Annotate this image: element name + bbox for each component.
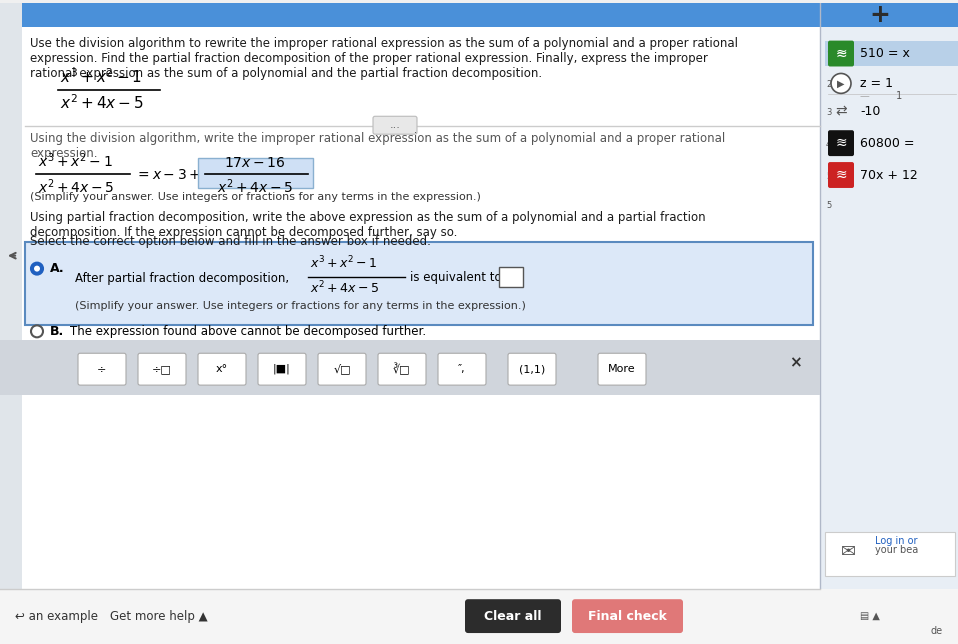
Text: 70x + 12: 70x + 12 (860, 169, 918, 182)
Text: $x^2+4x-5$: $x^2+4x-5$ (217, 177, 293, 196)
FancyBboxPatch shape (465, 599, 561, 633)
Text: —: — (860, 91, 870, 101)
Text: your bea: your bea (875, 545, 919, 555)
Text: $x^3+x^2-1$: $x^3+x^2-1$ (310, 255, 377, 272)
Text: $17x-16$: $17x-16$ (224, 156, 285, 170)
Text: ✉: ✉ (840, 544, 855, 562)
FancyBboxPatch shape (25, 242, 813, 325)
Text: x°: x° (216, 365, 228, 374)
Text: ≋: ≋ (835, 136, 847, 150)
Text: ▶: ▶ (837, 79, 845, 88)
Text: 4: 4 (826, 140, 832, 149)
Text: 2: 2 (826, 80, 832, 90)
Circle shape (31, 325, 43, 337)
Circle shape (831, 73, 851, 93)
Text: |■|: |■| (273, 364, 291, 374)
FancyBboxPatch shape (0, 589, 958, 644)
Text: Using the division algorithm, write the improper rational expression as the sum : Using the division algorithm, write the … (30, 132, 725, 160)
Text: ⇄: ⇄ (835, 104, 847, 118)
Text: Final check: Final check (587, 610, 667, 623)
FancyBboxPatch shape (598, 354, 646, 385)
FancyBboxPatch shape (828, 41, 854, 66)
FancyBboxPatch shape (198, 354, 246, 385)
Text: ×: × (788, 355, 802, 371)
FancyBboxPatch shape (499, 267, 523, 287)
Text: is equivalent to: is equivalent to (410, 271, 502, 284)
Text: The expression found above cannot be decomposed further.: The expression found above cannot be dec… (70, 325, 426, 338)
FancyBboxPatch shape (258, 354, 306, 385)
Text: √□: √□ (333, 364, 351, 375)
Text: (1,1): (1,1) (519, 365, 545, 374)
Text: $x^2+4x-5$: $x^2+4x-5$ (310, 279, 379, 296)
FancyBboxPatch shape (438, 354, 486, 385)
FancyBboxPatch shape (378, 354, 426, 385)
Circle shape (34, 265, 40, 272)
Text: +: + (870, 3, 890, 26)
Circle shape (31, 263, 43, 274)
FancyBboxPatch shape (0, 3, 958, 26)
Text: $= x-3+$: $= x-3+$ (135, 168, 201, 182)
Text: ...: ... (390, 120, 400, 130)
Text: Log in or: Log in or (875, 536, 918, 546)
Text: $x^3+x^2-1$: $x^3+x^2-1$ (38, 151, 113, 170)
Text: (Simplify your answer. Use integers or fractions for any terms in the expression: (Simplify your answer. Use integers or f… (75, 301, 526, 312)
Text: $x^2+4x-5$: $x^2+4x-5$ (60, 93, 144, 112)
Text: ≋: ≋ (835, 46, 847, 61)
Text: ÷□: ÷□ (152, 365, 171, 374)
FancyBboxPatch shape (0, 3, 820, 600)
Text: 3: 3 (826, 108, 832, 117)
Text: Clear all: Clear all (484, 610, 542, 623)
Text: $x^2+4x-5$: $x^2+4x-5$ (38, 177, 114, 196)
Text: After partial fraction decomposition,: After partial fraction decomposition, (75, 272, 289, 285)
FancyBboxPatch shape (572, 599, 683, 633)
Text: 5: 5 (826, 201, 832, 210)
Text: Use the division algorithm to rewrite the improper rational expression as the su: Use the division algorithm to rewrite th… (30, 37, 738, 80)
FancyBboxPatch shape (318, 354, 366, 385)
Text: 60800 =: 60800 = (860, 137, 915, 149)
Text: More: More (608, 365, 636, 374)
Text: ∛□: ∛□ (393, 363, 411, 375)
FancyBboxPatch shape (820, 3, 958, 600)
Text: ≋: ≋ (835, 168, 847, 182)
FancyBboxPatch shape (508, 354, 556, 385)
FancyBboxPatch shape (0, 3, 22, 600)
FancyBboxPatch shape (138, 354, 186, 385)
Text: -10: -10 (860, 105, 880, 118)
Text: Select the correct option below and fill in the answer box if needed.: Select the correct option below and fill… (30, 235, 431, 248)
Text: ▤ ▲: ▤ ▲ (860, 611, 880, 621)
Text: $x^3+x^2-1$: $x^3+x^2-1$ (60, 68, 142, 86)
Text: ~: ~ (835, 46, 847, 61)
Text: z = 1: z = 1 (860, 77, 893, 90)
Text: 1: 1 (826, 51, 832, 59)
Text: Using partial fraction decomposition, write the above expression as the sum of a: Using partial fraction decomposition, wr… (30, 211, 706, 239)
FancyBboxPatch shape (825, 41, 958, 66)
FancyBboxPatch shape (828, 162, 854, 188)
FancyBboxPatch shape (373, 117, 417, 134)
Text: A.: A. (50, 262, 64, 275)
FancyBboxPatch shape (825, 533, 955, 576)
Text: ↩ an example: ↩ an example (15, 610, 98, 623)
Text: 5: 5 (826, 172, 832, 181)
FancyBboxPatch shape (0, 340, 820, 395)
Text: ÷: ÷ (98, 365, 106, 374)
FancyBboxPatch shape (78, 354, 126, 385)
Text: 510 = x: 510 = x (860, 47, 910, 60)
Text: B.: B. (50, 325, 64, 338)
FancyBboxPatch shape (828, 130, 854, 156)
Text: de: de (931, 626, 943, 636)
FancyBboxPatch shape (198, 158, 313, 188)
Text: (Simplify your answer. Use integers or fractions for any terms in the expression: (Simplify your answer. Use integers or f… (30, 192, 481, 202)
Text: Get more help ▲: Get more help ▲ (110, 610, 208, 623)
Text: ″,: ″, (458, 365, 466, 374)
Text: 1: 1 (893, 91, 902, 101)
